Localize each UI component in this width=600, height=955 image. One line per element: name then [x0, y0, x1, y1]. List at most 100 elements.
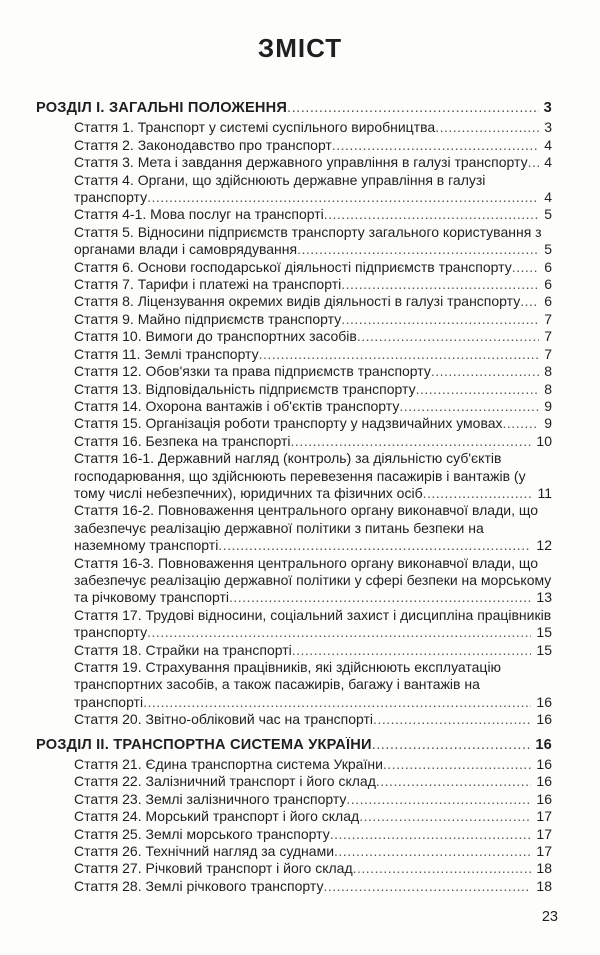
toc-entry-page: 16 [531, 711, 552, 729]
toc-entry: Стаття 13. Відповідальність підприємств … [36, 380, 552, 398]
toc-entry: Стаття 6. Основи господарської діяльност… [36, 258, 552, 277]
toc-list: РОЗДІЛ І. ЗАГАЛЬНІ ПОЛОЖЕННЯ 3 Стаття 1. … [36, 100, 552, 896]
toc-entry-page: 6 [539, 293, 552, 311]
toc-entry-label: Стаття 12. Обов'язки та права підприємст… [74, 363, 431, 379]
toc-entry-label: Стаття 19. Страхування працівників, які … [74, 659, 501, 710]
toc-entry: Стаття 4-1. Мова послуг на транспорті 5 [36, 206, 552, 224]
toc-entry-label: Стаття 20. Звітно-обліковий час на транс… [74, 711, 373, 727]
toc-section: РОЗДІЛ І. ЗАГАЛЬНІ ПОЛОЖЕННЯ 3 Стаття 1. … [36, 100, 552, 729]
toc-entry-label: Стаття 5. Відносини підприємств транспор… [74, 224, 542, 257]
toc-section-entries: Стаття 21. Єдина транспортна система Укр… [36, 756, 552, 896]
toc-entry-label: Стаття 14. Охорона вантажів і об'єктів т… [74, 398, 399, 414]
toc-entry-page: 9 [539, 415, 552, 433]
toc-section-heading: РОЗДІЛ І. ЗАГАЛЬНІ ПОЛОЖЕННЯ 3 [36, 100, 552, 118]
toc-section-entries: Стаття 1. Транспорт у системі суспільног… [36, 119, 552, 729]
toc-entry: Стаття 5. Відносини підприємств транспор… [36, 224, 552, 259]
toc-entry-page: 15 [531, 624, 552, 642]
toc-entry-page: 16 [531, 756, 552, 774]
toc-entry-page: 15 [531, 641, 552, 659]
toc-entry: Стаття 20. Звітно-обліковий час на транс… [36, 711, 552, 729]
toc-entry-label: Стаття 2. Законодавство про транспорт [74, 137, 332, 153]
toc-entry-label: Стаття 4-1. Мова послуг на транспорті [74, 206, 324, 222]
toc-entry-label: Стаття 17. Трудові відносини, соціальний… [74, 607, 551, 640]
toc-entry-label: Стаття 3. Мета і завдання державного упр… [74, 154, 528, 170]
toc-entry: Стаття 21. Єдина транспортна система Укр… [36, 756, 552, 774]
toc-entry: Стаття 15. Організація роботи транспорту… [36, 415, 552, 433]
toc-entry-label: Стаття 23. Землі залізничного транспорту [74, 791, 346, 807]
toc-entry-label: Стаття 16. Безпека на транспорті [74, 433, 291, 449]
toc-entry-page: 18 [531, 877, 552, 896]
toc-entry-page: 18 [531, 860, 552, 878]
toc-entry-page: 10 [531, 432, 552, 451]
toc-section-heading-label: РОЗДІЛ ІІ. ТРАНСПОРТНА СИСТЕМА УКРАЇНИ [36, 737, 372, 753]
toc-entry: Стаття 28. Землі річкового транспорту 18 [36, 877, 552, 896]
toc-entry-label: Стаття 26. Технічний нагляд за суднами [74, 843, 334, 859]
toc-entry-label: Стаття 10. Вимоги до транспортних засобі… [74, 328, 357, 344]
toc-entry-label: Стаття 16-2. Повноваження центрального о… [74, 502, 538, 553]
toc-section-heading-page: 16 [530, 736, 552, 755]
toc-entry-label: Стаття 6. Основи господарської діяльност… [74, 259, 512, 275]
toc-entry-label: Стаття 11. Землі транспорту [74, 346, 259, 362]
toc-entry-label: Стаття 21. Єдина транспортна система Укр… [74, 756, 383, 772]
toc-entry: Стаття 4. Органи, що здійснюють державне… [36, 172, 552, 207]
toc-entry-label: Стаття 7. Тарифи і платежі на транспорті [74, 276, 341, 292]
toc-entry-page: 7 [539, 345, 552, 364]
toc-entry-label: Стаття 9. Майно підприємств транспорту [74, 311, 341, 327]
toc-entry: Стаття 8. Ліцензування окремих видів дія… [36, 293, 552, 311]
toc-entry-label: Стаття 13. Відповідальність підприємств … [74, 381, 416, 397]
toc-entry: Стаття 26. Технічний нагляд за суднами 17 [36, 843, 552, 861]
toc-entry-label: Стаття 27. Річковий транспорт і його скл… [74, 860, 353, 876]
toc-entry: Стаття 17. Трудові відносини, соціальний… [36, 607, 552, 642]
toc-entry: Стаття 10. Вимоги до транспортних засобі… [36, 328, 552, 346]
toc-entry-page: 11 [532, 484, 552, 503]
toc-entry-page: 16 [531, 693, 552, 712]
toc-section: РОЗДІЛ ІІ. ТРАНСПОРТНА СИСТЕМА УКРАЇНИ 16… [36, 736, 552, 896]
toc-entry-page: 13 [531, 589, 552, 607]
toc-entry-page: 4 [539, 189, 552, 207]
toc-entry: Стаття 19. Страхування працівників, які … [36, 659, 552, 712]
toc-entry: Стаття 16-2. Повноваження центрального о… [36, 502, 552, 555]
toc-entry-page: 16 [531, 773, 552, 791]
toc-entry: Стаття 3. Мета і завдання державного упр… [36, 154, 552, 172]
toc-entry-page: 8 [539, 380, 552, 398]
toc-section-heading-page: 3 [538, 100, 552, 118]
toc-entry-page: 6 [539, 258, 552, 277]
toc-entry: Стаття 22. Залізничний транспорт і його … [36, 773, 552, 791]
toc-entry-label: Стаття 1. Транспорт у системі суспільног… [74, 119, 435, 135]
toc-entry-page: 8 [539, 363, 552, 381]
toc-entry-label: Стаття 25. Землі морського транспорту [74, 826, 330, 842]
toc-entry-page: 4 [539, 154, 552, 172]
toc-section-heading: РОЗДІЛ ІІ. ТРАНСПОРТНА СИСТЕМА УКРАЇНИ 16 [36, 736, 552, 755]
toc-entry: Стаття 1. Транспорт у системі суспільног… [36, 119, 552, 137]
toc-entry-label: Стаття 16-3. Повноваження центрального о… [74, 555, 551, 606]
toc-entry: Стаття 24. Морський транспорт і його скл… [36, 808, 552, 826]
page-number: 23 [541, 909, 558, 925]
page-title: ЗМІСТ [257, 33, 343, 63]
toc-entry-page: 5 [539, 241, 552, 259]
toc-entry-page: 9 [539, 397, 552, 416]
toc-entry-page: 12 [531, 537, 552, 555]
toc-entry-label: Стаття 8. Ліцензування окремих видів дія… [74, 293, 520, 309]
toc-entry-page: 4 [539, 136, 552, 155]
toc-entry-label: Стаття 18. Страйки на транспорті [74, 642, 292, 658]
toc-entry: Стаття 16-1. Державний нагляд (контроль)… [36, 450, 552, 503]
toc-entry-label: Стаття 16-1. Державний нагляд (контроль)… [74, 450, 526, 501]
toc-entry-label: Стаття 15. Організація роботи транспорту… [74, 415, 503, 431]
toc-entry-label: Стаття 24. Морський транспорт і його скл… [74, 808, 359, 824]
toc-entry: Стаття 12. Обов'язки та права підприємст… [36, 363, 552, 381]
toc-entry-page: 17 [531, 825, 552, 844]
toc-entry: Стаття 27. Річковий транспорт і його скл… [36, 860, 552, 878]
toc-entry: Стаття 14. Охорона вантажів і об'єктів т… [36, 397, 552, 416]
toc-entry-page: 6 [539, 276, 552, 294]
toc-entry-page: 5 [539, 206, 552, 224]
toc-entry-page: 17 [531, 843, 552, 861]
toc-entry-label: Стаття 22. Залізничний транспорт і його … [74, 773, 376, 789]
toc-entry-page: 16 [531, 790, 552, 809]
toc-entry: Стаття 9. Майно підприємств транспорту 7 [36, 310, 552, 329]
toc-entry: Стаття 2. Законодавство про транспорт 4 [36, 136, 552, 155]
toc-entry: Стаття 16-3. Повноваження центрального о… [36, 555, 552, 607]
toc-entry-page: 17 [531, 808, 552, 826]
toc-entry: Стаття 7. Тарифи і платежі на транспорті… [36, 276, 552, 294]
toc-entry: Стаття 16. Безпека на транспорті 10 [36, 432, 552, 451]
toc-entry: Стаття 11. Землі транспорту 7 [36, 345, 552, 364]
